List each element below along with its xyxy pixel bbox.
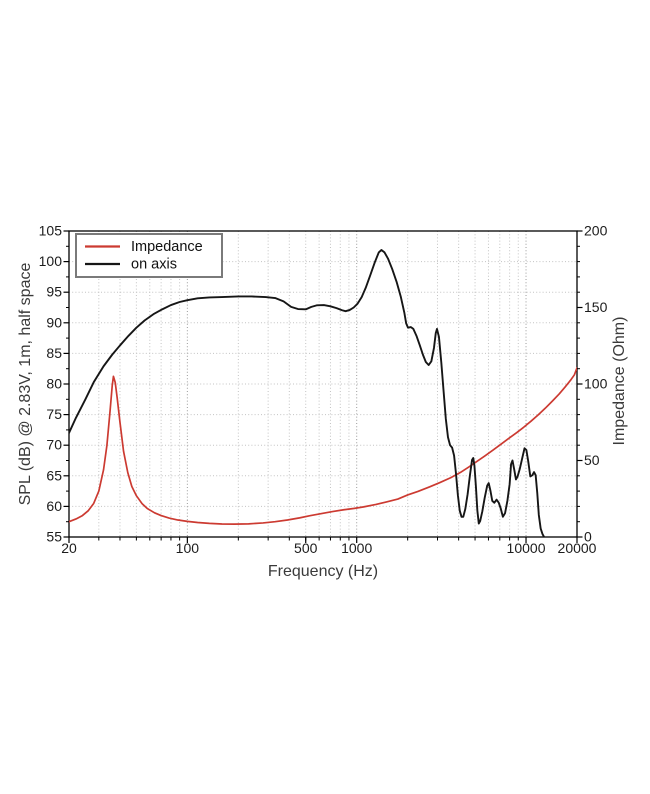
y-left-tick-label: 85 [46,345,62,361]
series-impedance [69,367,577,526]
y-left-tick-label: 90 [46,314,62,330]
y-right-axis-title: Impedance (Ohm) [611,317,628,446]
x-axis-title: Frequency (Hz) [268,563,378,580]
y-left-axis-title: SPL (dB) @ 2.83V, 1m, half space [17,263,34,506]
y-right-tick-label: 200 [584,223,608,239]
x-tick-label: 20000 [558,540,597,556]
x-tick-label: 10000 [507,540,546,556]
y-left-tick-label: 105 [39,223,63,239]
y-left-tick-label: 55 [46,529,62,545]
series-on-axis [69,249,546,537]
legend-box [75,233,223,278]
y-left-tick-label: 65 [46,467,62,483]
legend-impedance-label: Impedance [131,239,203,255]
y-right-tick-label: 150 [584,299,608,315]
legend-onaxis-label: on axis [131,257,177,273]
y-right-tick-label: 50 [584,452,600,468]
y-right-tick-label: 100 [584,376,608,392]
plot-frame [68,230,578,538]
x-tick-label: 100 [176,540,200,556]
tick-label-layer: 20 100 500 1000 10000 20000556065707580859095… [39,223,608,557]
legend: Impedance on axis [75,233,223,278]
y-left-tick-label: 95 [46,284,62,300]
series-layer [69,249,577,537]
x-tick-label: 500 [294,540,318,556]
grid-layer [69,231,577,537]
y-left-tick-label: 70 [46,437,62,453]
y-left-tick-label: 60 [46,498,62,514]
y-left-tick-label: 75 [46,406,62,422]
y-left-tick-label: 100 [39,253,63,269]
x-tick-label: 20 [61,540,77,556]
x-tick-label: 1000 [341,540,372,556]
y-right-tick-label: 0 [584,529,592,545]
y-left-tick-label: 80 [46,376,62,392]
